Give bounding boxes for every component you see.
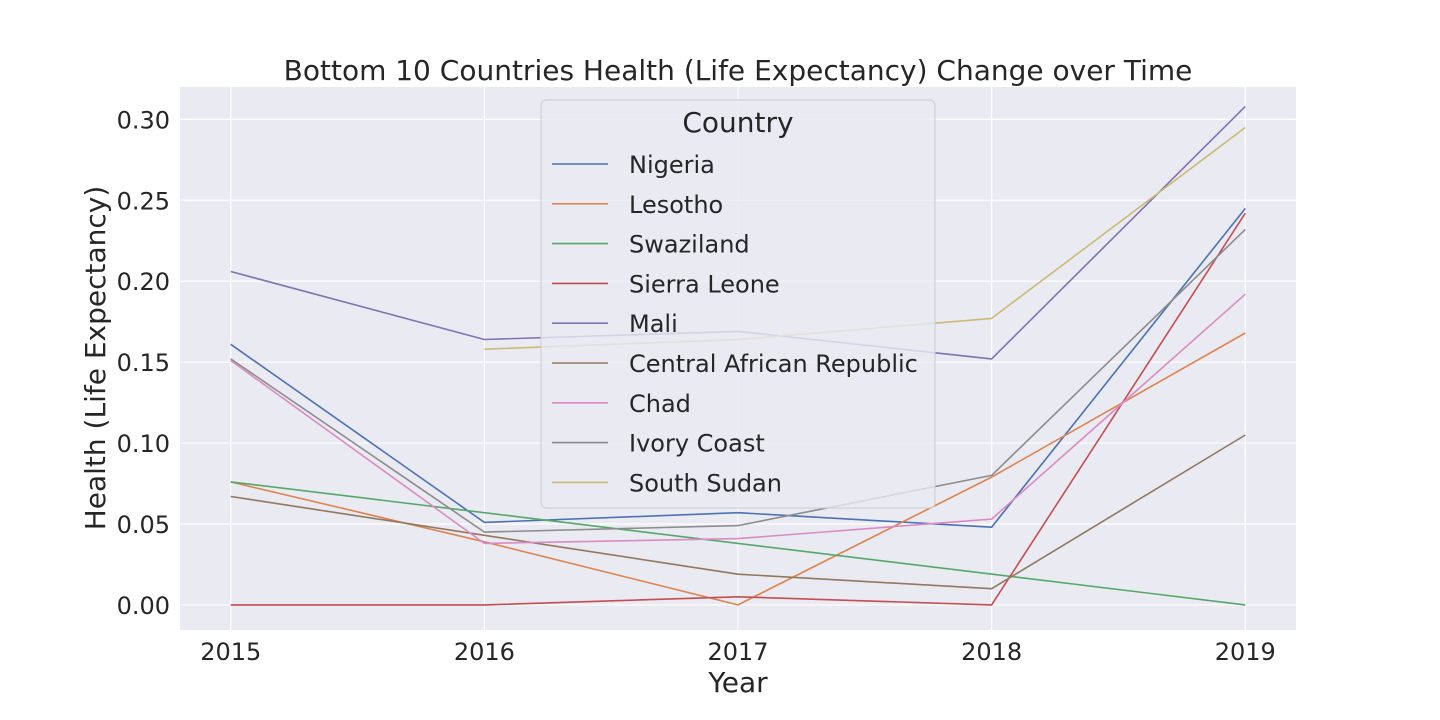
legend-label-mali: Mali — [629, 310, 678, 338]
y-tick-label: 0.30 — [117, 106, 170, 134]
legend: Country Nigeria Lesotho Swaziland Sierra Le… — [540, 99, 936, 509]
x-tick-labels: 2015 2016 2017 2018 2019 — [200, 638, 1276, 666]
x-tick-label: 2019 — [1215, 638, 1276, 666]
legend-label-sierra-leone: Sierra Leone — [629, 270, 780, 298]
y-axis-label: Health (Life Expectancy) — [79, 186, 112, 531]
series-line-nigeria — [230, 207, 1246, 529]
y-tick-label: 0.00 — [117, 592, 170, 620]
legend-label-south-sudan: South Sudan — [629, 469, 782, 497]
series-line-chad — [230, 293, 1246, 545]
legend-label-swaziland: Swaziland — [629, 231, 750, 259]
series-line-sierra-leone — [230, 212, 1246, 606]
series-line-ivory-coast — [230, 228, 1246, 533]
legend-box — [540, 99, 936, 509]
legend-items: Nigeria Lesotho Swaziland Sierra Leone Mali C… — [552, 151, 918, 497]
legend-label-ivory-coast: Ivory Coast — [629, 430, 765, 458]
y-tick-label: 0.05 — [117, 511, 170, 539]
y-tick-label: 0.25 — [117, 187, 170, 215]
x-tick-label: 2015 — [200, 638, 261, 666]
x-tick-label: 2017 — [707, 638, 768, 666]
legend-title: Country — [682, 106, 793, 139]
legend-label-lesotho: Lesotho — [629, 191, 723, 219]
y-tick-labels: 0.00 0.05 0.10 0.15 0.20 0.25 0.30 — [117, 106, 170, 620]
series-line-swaziland — [230, 481, 1246, 606]
series-line-central-african-republic — [230, 434, 1246, 590]
legend-label-central-african-republic: Central African Republic — [629, 350, 918, 378]
x-tick-label: 2016 — [454, 638, 515, 666]
legend-label-chad: Chad — [629, 390, 691, 418]
y-tick-label: 0.15 — [117, 349, 170, 377]
y-tick-label: 0.20 — [117, 268, 170, 296]
legend-label-nigeria: Nigeria — [629, 151, 715, 179]
chart-title: Bottom 10 Countries Health (Life Expecta… — [284, 54, 1193, 87]
x-axis-label: Year — [707, 666, 768, 699]
y-tick-label: 0.10 — [117, 430, 170, 458]
x-tick-label: 2018 — [961, 638, 1022, 666]
